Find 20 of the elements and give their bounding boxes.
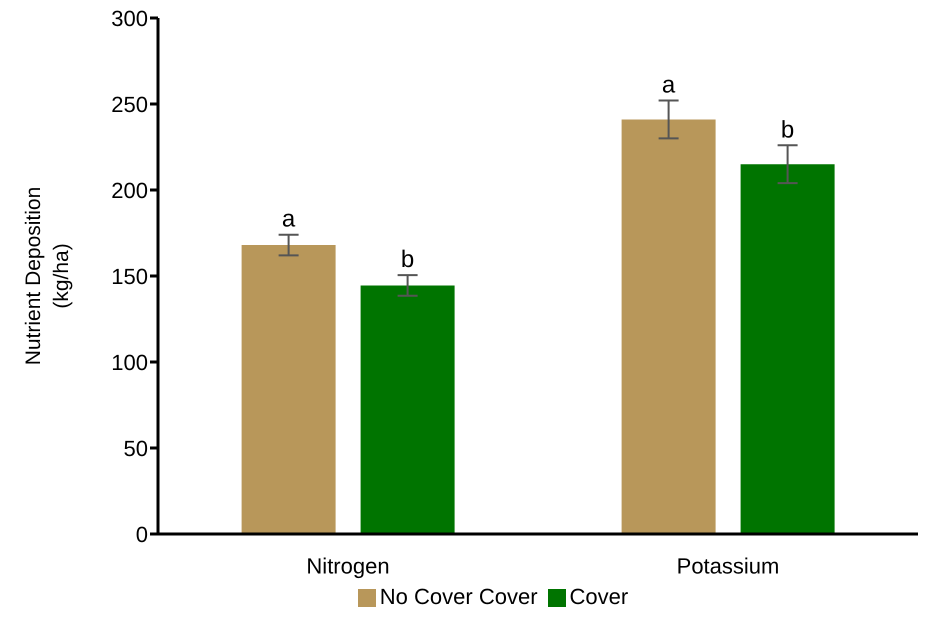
- x-tick-label: Potassium: [676, 554, 780, 579]
- data-label: a: [662, 72, 676, 99]
- bar: [242, 245, 336, 534]
- y-tick-label: 0: [136, 522, 148, 547]
- y-tick-label: 100: [111, 350, 148, 375]
- legend-label: No Cover Cover: [380, 584, 538, 609]
- bar: [740, 164, 835, 534]
- data-label: a: [282, 206, 296, 233]
- bar: [622, 119, 716, 534]
- data-label: b: [780, 116, 794, 144]
- y-tick-label: 150: [111, 264, 148, 289]
- legend-label: Cover: [570, 584, 628, 609]
- y-tick-label: 250: [111, 92, 148, 117]
- bar: [360, 285, 455, 534]
- data-label: b: [400, 246, 414, 274]
- y-tick-label: 200: [111, 178, 148, 203]
- y-tick-label: 300: [111, 6, 148, 31]
- y-tick-label: 50: [124, 436, 148, 461]
- y-axis-title: Nutrient Deposition (kg/ha): [22, 186, 73, 366]
- x-tick-label: Nitrogen: [306, 554, 390, 579]
